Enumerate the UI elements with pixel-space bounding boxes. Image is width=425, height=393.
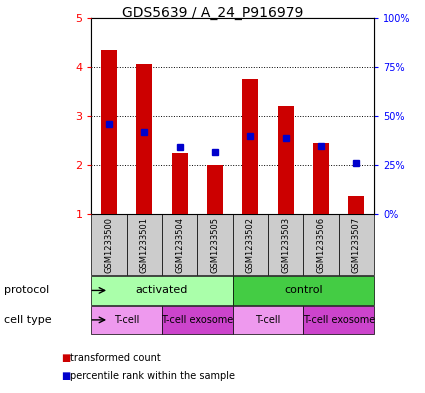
- Bar: [91, 306, 162, 334]
- Bar: [268, 214, 303, 275]
- Text: GSM1233501: GSM1233501: [140, 217, 149, 273]
- Bar: [303, 306, 374, 334]
- Bar: [172, 153, 188, 214]
- Text: T-cell exosome: T-cell exosome: [161, 315, 233, 325]
- Bar: [91, 276, 233, 305]
- Text: GSM1233502: GSM1233502: [246, 217, 255, 273]
- Text: GSM1233500: GSM1233500: [105, 217, 113, 273]
- Bar: [127, 214, 162, 275]
- Text: GSM1233505: GSM1233505: [210, 217, 220, 273]
- Bar: [339, 214, 374, 275]
- Bar: [162, 306, 233, 334]
- Text: control: control: [284, 285, 323, 296]
- Text: GDS5639 / A_24_P916979: GDS5639 / A_24_P916979: [122, 6, 303, 20]
- Text: percentile rank within the sample: percentile rank within the sample: [70, 371, 235, 382]
- Bar: [136, 64, 152, 214]
- Text: GSM1233507: GSM1233507: [352, 217, 361, 273]
- Text: protocol: protocol: [4, 285, 49, 296]
- Bar: [101, 50, 117, 214]
- Bar: [207, 165, 223, 214]
- Text: ■: ■: [61, 353, 71, 364]
- Text: T-cell: T-cell: [255, 315, 280, 325]
- Bar: [242, 79, 258, 214]
- Bar: [233, 306, 303, 334]
- Bar: [91, 214, 127, 275]
- Bar: [197, 214, 233, 275]
- Text: GSM1233503: GSM1233503: [281, 217, 290, 273]
- Bar: [313, 143, 329, 214]
- Bar: [278, 106, 294, 214]
- Bar: [233, 276, 374, 305]
- Text: ■: ■: [61, 371, 71, 382]
- Text: T-cell exosome: T-cell exosome: [303, 315, 375, 325]
- Text: T-cell: T-cell: [114, 315, 139, 325]
- Text: cell type: cell type: [4, 315, 52, 325]
- Text: transformed count: transformed count: [70, 353, 161, 364]
- Bar: [162, 214, 197, 275]
- Bar: [348, 196, 364, 214]
- Text: GSM1233506: GSM1233506: [317, 217, 326, 273]
- Bar: [303, 214, 339, 275]
- Text: GSM1233504: GSM1233504: [175, 217, 184, 273]
- Bar: [233, 214, 268, 275]
- Text: activated: activated: [136, 285, 188, 296]
